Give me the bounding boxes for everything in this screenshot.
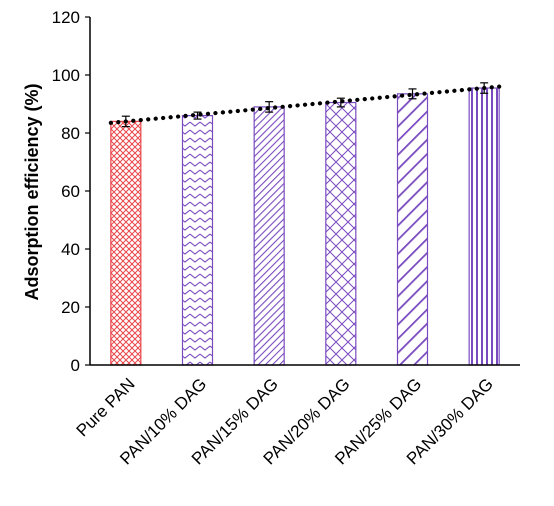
bar-3 — [253, 106, 285, 366]
y-axis-title: Adsorption efficiency (%) — [22, 83, 42, 300]
bar-6 — [468, 87, 500, 366]
y-axis-label: Adsorption efficiency (%) — [22, 83, 42, 300]
bar-5 — [396, 93, 429, 366]
bar-2 — [181, 114, 214, 366]
y-tick-label: 60 — [61, 182, 80, 201]
y-tick-label: 20 — [61, 298, 80, 317]
error-bar-5 — [408, 88, 417, 100]
y-ticks-group: 0 20 40 60 80 100 120 — [52, 8, 90, 375]
y-tick-label: 40 — [61, 240, 80, 259]
trendline-group — [108, 84, 502, 125]
error-bar-2 — [193, 111, 202, 120]
y-tick-label: 80 — [61, 124, 80, 143]
y-tick-label: 120 — [52, 8, 80, 27]
bar-1 — [110, 120, 142, 366]
x-tick-label: Pure PAN — [73, 374, 139, 440]
y-tick-label: 0 — [71, 356, 80, 375]
axes-group — [89, 17, 520, 366]
bars-group — [110, 87, 500, 366]
y-tick-label: 100 — [52, 66, 80, 85]
error-bars-group — [121, 82, 489, 128]
trendline — [108, 84, 502, 125]
bar-4 — [325, 101, 357, 366]
